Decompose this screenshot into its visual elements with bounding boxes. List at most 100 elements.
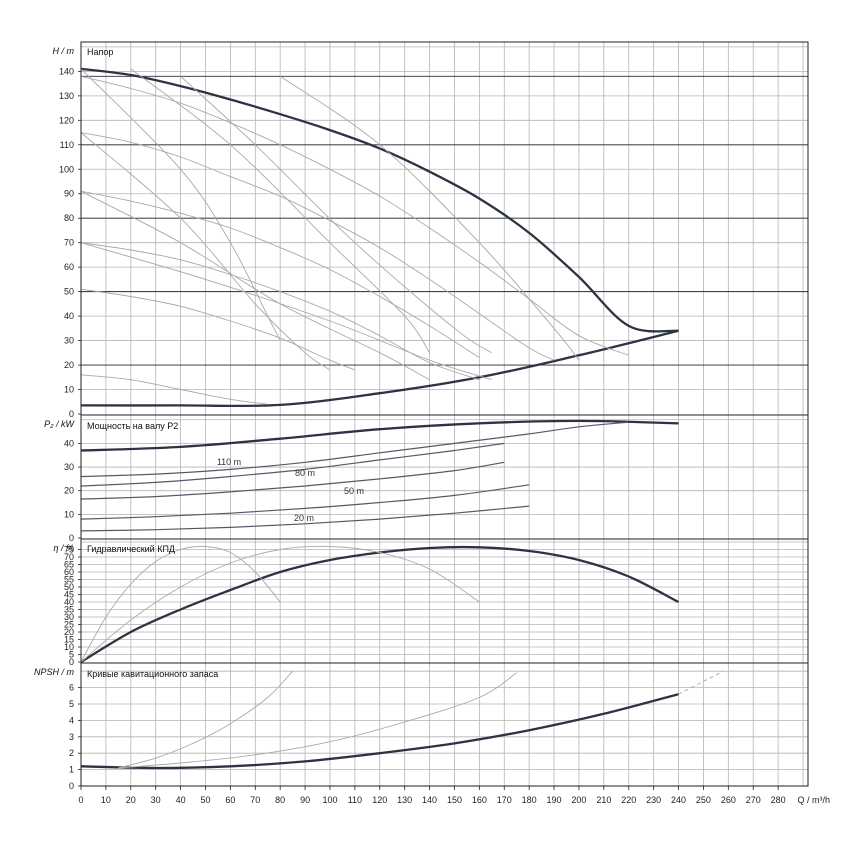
y-tick-label-head: 130 [59,91,74,101]
x-tick-label: 40 [176,795,186,805]
x-tick-label: 50 [200,795,210,805]
y-tick-label-eff: 55 [64,575,74,585]
x-tick-label: 280 [771,795,786,805]
head-system-curve [80,68,281,341]
x-tick-label: 130 [397,795,412,805]
ylabel-head: H / m [53,46,75,56]
head-curve [80,132,555,361]
power-curve [80,484,530,520]
x-tick-label: 80 [275,795,285,805]
curve-label-80m: 80 m [295,468,315,478]
head-curve [80,288,356,371]
y-tick-label-eff: 15 [64,635,74,645]
head-system-curve [130,68,430,354]
x-tick-label: 210 [596,795,611,805]
y-tick-label-eff: 40 [64,597,74,607]
y-tick-label-head: 90 [64,189,74,199]
y-tick-label-eff: 25 [64,620,74,630]
y-tick-label-head: 70 [64,238,74,248]
power-curve [80,421,629,478]
head-curve [80,242,480,381]
eff-curve [80,545,480,663]
y-tick-label-head: 30 [64,336,74,346]
head-curve [80,190,480,359]
x-tick-label: 90 [300,795,310,805]
curve-label-20m: 20 m [294,513,314,523]
panel-title-npsh: Кривые кавитационного запаса [87,669,218,679]
reference-level-lines [81,75,808,366]
xlabel: Q / m³/h [797,795,830,805]
y-tick-label-head: 80 [64,213,74,223]
head-system-curve [279,75,580,361]
y-tick-label-power: 10 [64,509,74,519]
x-tick-label: 60 [225,795,235,805]
y-tick-label-eff: 30 [64,612,74,622]
y-tick-label-eff: 65 [64,560,74,570]
head-curve [80,67,679,333]
y-tick-label-eff: 5 [69,650,74,660]
panel-title-power: Мощность на валу P2 [87,421,178,431]
x-tick-label: 240 [671,795,686,805]
npsh-curve [118,670,293,769]
y-tick-label-power: 40 [64,438,74,448]
y-tick-label-power: 20 [64,486,74,496]
y-tick-label-npsh: 5 [69,699,74,709]
y-tick-label-head: 0 [69,409,74,419]
y-tick-label-npsh: 0 [69,781,74,791]
head-curve [80,374,268,405]
y-tick-label-head: 60 [64,262,74,272]
y-tick-label-eff: 0 [69,657,74,667]
y-tick-label-eff: 70 [64,552,74,562]
head-system-curve [180,75,493,354]
x-tick-label: 150 [447,795,462,805]
x-tick-label: 160 [472,795,487,805]
y-tick-label-head: 100 [59,164,74,174]
y-tick-label-eff: 20 [64,627,74,637]
y-tick-label-head: 110 [60,140,74,150]
y-tick-label-eff: 35 [64,605,74,615]
x-tick-label: 140 [422,795,437,805]
y-tick-label-head: 140 [59,66,74,76]
y-tick-label-eff: 10 [64,642,74,652]
x-tick-label: 270 [746,795,761,805]
y-tick-label-head: 120 [59,115,74,125]
ylabel-npsh: NPSH / m [34,667,75,677]
y-tick-label-npsh: 4 [69,715,74,725]
y-tick-label-head: 50 [64,287,74,297]
ylabel-efficiency: η / % [53,543,74,553]
y-tick-label-npsh: 3 [69,732,74,742]
y-tick-label-npsh: 6 [69,683,74,693]
curve-label-110m: 110 m [217,457,241,467]
x-tick-label: 190 [547,795,562,805]
head-system-curve [80,132,331,371]
x-tick-label: 260 [721,795,736,805]
x-tick-label: 70 [250,795,260,805]
x-tick-label: 200 [571,795,586,805]
power-curve [80,419,679,452]
x-tick-label: 110 [348,795,362,805]
axis-labels: 0 10 20 30 40 50 60 70 80 90 100 110 120 130 140 150 160… [59,66,786,805]
x-tick-label: 100 [322,795,337,805]
x-tick-label: 220 [621,795,636,805]
y-tick-label-head: 20 [64,360,74,370]
x-tick-label: 180 [522,795,537,805]
y-tick-label-eff: 75 [64,545,74,555]
y-tick-label-eff: 50 [64,582,74,592]
y-tick-label-power: 30 [64,462,74,472]
ylabel-power: P₂ / kW [44,419,75,429]
x-tick-label: 10 [101,795,111,805]
y-tick-label-eff: 45 [64,590,74,600]
x-tick-label: 0 [78,795,83,805]
npsh-curve [80,693,679,770]
panel-title-head: Напор [87,47,113,57]
x-tick-label: 250 [696,795,711,805]
head-system-curve [80,190,430,381]
curves [80,67,724,770]
y-tick-label-npsh: 1 [69,765,74,775]
power-curve [80,505,530,532]
panel-title-efficiency: Гидравлический КПД [87,544,175,554]
x-tick-label: 120 [372,795,387,805]
npsh-curve [678,670,724,695]
x-tick-label: 20 [126,795,136,805]
